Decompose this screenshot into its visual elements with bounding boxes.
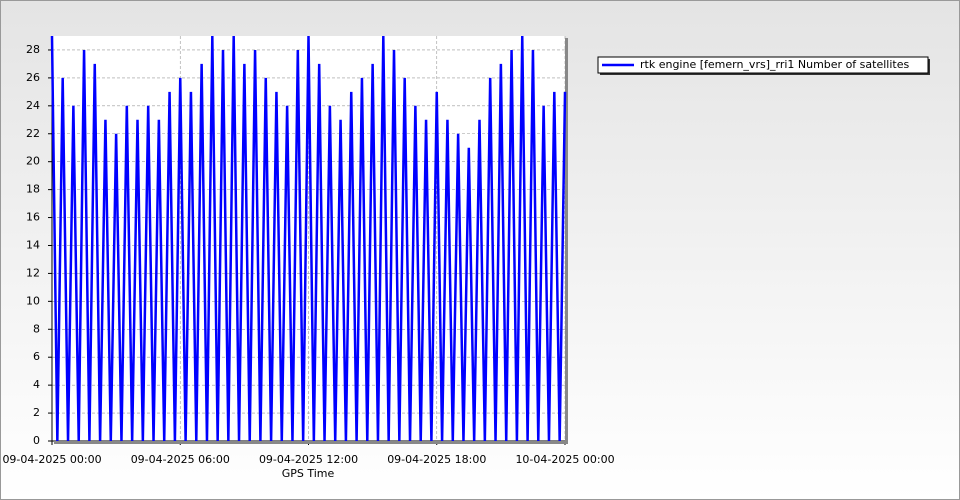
y-tick-label: 0 (33, 434, 40, 447)
series-line (50, 35, 567, 442)
x-axis-label: GPS Time (282, 467, 335, 480)
y-tick-label: 22 (26, 127, 40, 140)
legend-label: rtk engine [femern_vrs]_rri1 Number of s… (640, 58, 909, 71)
y-tick-label: 14 (26, 238, 40, 251)
x-tick-label: 09-04-2025 06:00 (131, 453, 230, 466)
y-tick-label: 18 (26, 183, 40, 196)
y-tick-label: 6 (33, 350, 40, 363)
y-tick-label: 28 (26, 43, 40, 56)
y-tick-label: 4 (33, 378, 40, 391)
x-tick-label: 09-04-2025 18:00 (387, 453, 486, 466)
legend-box (597, 56, 929, 74)
x-tick-label: 09-04-2025 00:00 (2, 453, 101, 466)
y-tick-label: 10 (26, 294, 40, 307)
y-tick-label: 20 (26, 155, 40, 168)
axis-shadow (54, 441, 568, 444)
y-tick-label: 12 (26, 266, 40, 279)
y-tick-label: 2 (33, 406, 40, 419)
y-tick-label: 24 (26, 99, 40, 112)
axis-shadow (565, 38, 568, 443)
x-tick-label: 09-04-2025 12:00 (259, 453, 358, 466)
y-tick-label: 16 (26, 211, 40, 224)
x-tick-label: 10-04-2025 00:00 (515, 453, 614, 466)
y-tick-label: 26 (26, 71, 40, 84)
y-tick-label: 8 (33, 322, 40, 335)
